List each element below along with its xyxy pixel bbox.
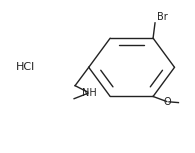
- Text: NH: NH: [82, 88, 97, 98]
- Text: Br: Br: [157, 12, 167, 22]
- Text: HCl: HCl: [16, 62, 35, 72]
- Text: O: O: [164, 97, 172, 107]
